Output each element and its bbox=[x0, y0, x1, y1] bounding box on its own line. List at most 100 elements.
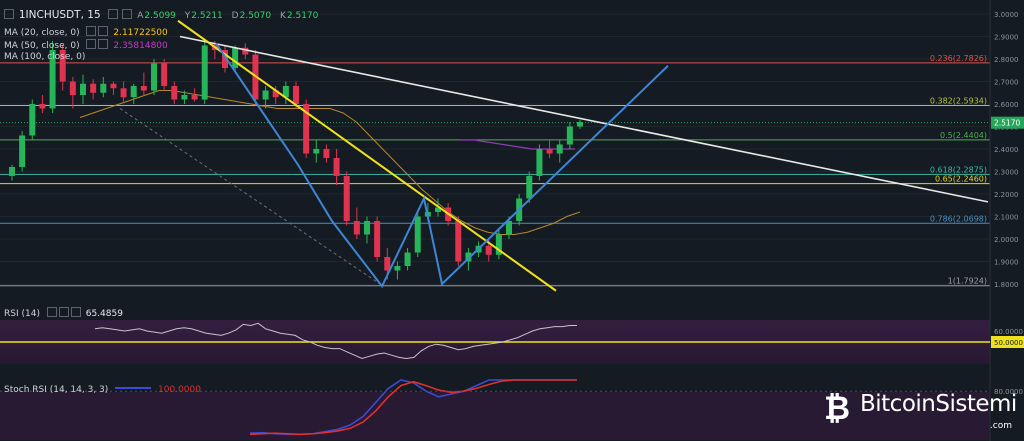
candle-body bbox=[171, 86, 178, 100]
candle-body bbox=[546, 149, 553, 154]
candle-body bbox=[566, 126, 573, 145]
bitcoin-b-icon: ₿ bbox=[824, 389, 851, 427]
candle-body bbox=[556, 144, 563, 154]
candle bbox=[313, 140, 320, 163]
candle bbox=[577, 119, 583, 129]
candle bbox=[414, 212, 421, 257]
candle-body bbox=[495, 234, 502, 255]
price-tick-11: 1.9000 bbox=[994, 259, 1019, 267]
settings-icon[interactable] bbox=[98, 26, 109, 36]
rsi-panel: 60.0000 50.0000 bbox=[0, 322, 1024, 360]
candle bbox=[120, 81, 127, 102]
ma20-legend[interactable]: MA (20, close, 0) 2.11722500 bbox=[4, 26, 172, 39]
candle bbox=[343, 171, 350, 226]
price-tick-8: 2.2000 bbox=[994, 191, 1019, 199]
candle-body bbox=[110, 83, 117, 89]
candle-body bbox=[130, 86, 137, 98]
candle-body bbox=[39, 104, 46, 109]
candle bbox=[364, 216, 370, 244]
ma50-legend[interactable]: MA (50, close, 0) 2.35814800 bbox=[4, 39, 172, 52]
ohlc-key-high: Y bbox=[184, 11, 191, 21]
candle bbox=[191, 88, 198, 102]
price-tick-7: 2.3000 bbox=[994, 169, 1019, 177]
rsi-line bbox=[94, 322, 577, 360]
fib-label-6: 1(1.7924) bbox=[948, 277, 987, 286]
price-tick-3: 2.7000 bbox=[994, 79, 1019, 87]
candle-body bbox=[293, 86, 299, 104]
settings-icon[interactable] bbox=[58, 307, 69, 317]
fib-label-0: 0.236(2.7826) bbox=[930, 54, 987, 63]
candle bbox=[151, 59, 157, 95]
candle-body bbox=[485, 245, 492, 255]
candle-body bbox=[59, 50, 66, 82]
ma50-label: MA (50, close, 0) bbox=[4, 41, 80, 51]
settings-icon[interactable] bbox=[122, 9, 133, 19]
price-tick-0: 3.0000 bbox=[994, 11, 1019, 19]
fib-label-1: 0.382(2.5934) bbox=[930, 96, 987, 105]
candle-body bbox=[394, 266, 401, 271]
candle bbox=[39, 95, 46, 113]
candle bbox=[323, 144, 330, 163]
eye-icon[interactable] bbox=[46, 307, 57, 317]
candle-body bbox=[9, 167, 15, 176]
candle-body bbox=[323, 149, 330, 158]
candle bbox=[100, 77, 107, 98]
rsi-label: RSI (14) bbox=[4, 309, 40, 319]
candle bbox=[19, 131, 26, 172]
ma100-legend[interactable]: MA (100, close, 0) bbox=[4, 52, 89, 63]
price-tick-9: 2.1000 bbox=[994, 214, 1019, 222]
candle-body bbox=[577, 122, 583, 127]
stoch-band bbox=[0, 392, 990, 440]
candle bbox=[59, 45, 66, 91]
trendline-dashed bbox=[119, 108, 381, 285]
candle-body bbox=[191, 95, 198, 100]
candle bbox=[90, 79, 97, 100]
rsi-value: 65.4859 bbox=[85, 309, 123, 319]
candle bbox=[171, 81, 178, 104]
stoch-label: Stoch RSI (14, 14, 3, 3) bbox=[4, 385, 109, 395]
candle-body bbox=[49, 50, 56, 109]
ohlc-key-close: K bbox=[279, 11, 286, 21]
symbol-header: 1INCHUSDT, 15 A2.5099 Y2.5211 D2.5070 K2… bbox=[4, 9, 324, 22]
candle bbox=[29, 99, 36, 140]
candle-body bbox=[90, 83, 97, 93]
trendline-white bbox=[179, 35, 989, 203]
candle bbox=[181, 90, 188, 104]
last-price-label: 2.5170 bbox=[994, 119, 1020, 128]
candle-body bbox=[232, 47, 239, 68]
grid-layer bbox=[0, 13, 990, 285]
ma-orange-line bbox=[79, 90, 581, 235]
candle-body bbox=[455, 221, 462, 262]
stoch-legend[interactable]: Stoch RSI (14, 14, 3, 3) 100.0000 bbox=[4, 385, 205, 396]
price-axis-bg bbox=[990, 0, 1024, 441]
eye-icon[interactable] bbox=[107, 9, 118, 19]
rsi-legend[interactable]: RSI (14) 65.4859 bbox=[4, 307, 127, 320]
candle-body bbox=[384, 257, 391, 271]
stoch-tick-0: 80.0000 bbox=[994, 388, 1023, 396]
candle-body bbox=[262, 90, 269, 100]
price-tick-1: 2.9000 bbox=[994, 34, 1019, 42]
eye-icon[interactable] bbox=[86, 26, 97, 36]
rsi-tick-1: 50.0000 bbox=[994, 339, 1023, 347]
settings-icon[interactable] bbox=[98, 39, 109, 49]
close-icon[interactable] bbox=[70, 307, 81, 317]
candle bbox=[303, 99, 310, 158]
candle bbox=[69, 77, 76, 109]
candle-body bbox=[242, 47, 249, 55]
candle bbox=[546, 140, 553, 158]
ma100-label: MA (100, close, 0) bbox=[4, 52, 86, 62]
symbol-label: 1INCHUSDT, 15 bbox=[18, 9, 101, 21]
price-tick-10: 2.0000 bbox=[994, 236, 1019, 244]
candle-body bbox=[364, 221, 370, 235]
eye-icon[interactable] bbox=[86, 39, 97, 49]
stoch-panel: 80.0000 bbox=[0, 379, 1023, 436]
candle-body bbox=[29, 104, 36, 136]
ohlc-key-low: D bbox=[231, 11, 239, 21]
ohlc-val-open: 2.5099 bbox=[144, 11, 176, 21]
candle-body bbox=[100, 83, 107, 93]
candle bbox=[282, 81, 289, 104]
candle bbox=[353, 207, 360, 239]
stoch-k-swatch bbox=[115, 387, 152, 389]
collapse-icon[interactable] bbox=[4, 9, 14, 19]
